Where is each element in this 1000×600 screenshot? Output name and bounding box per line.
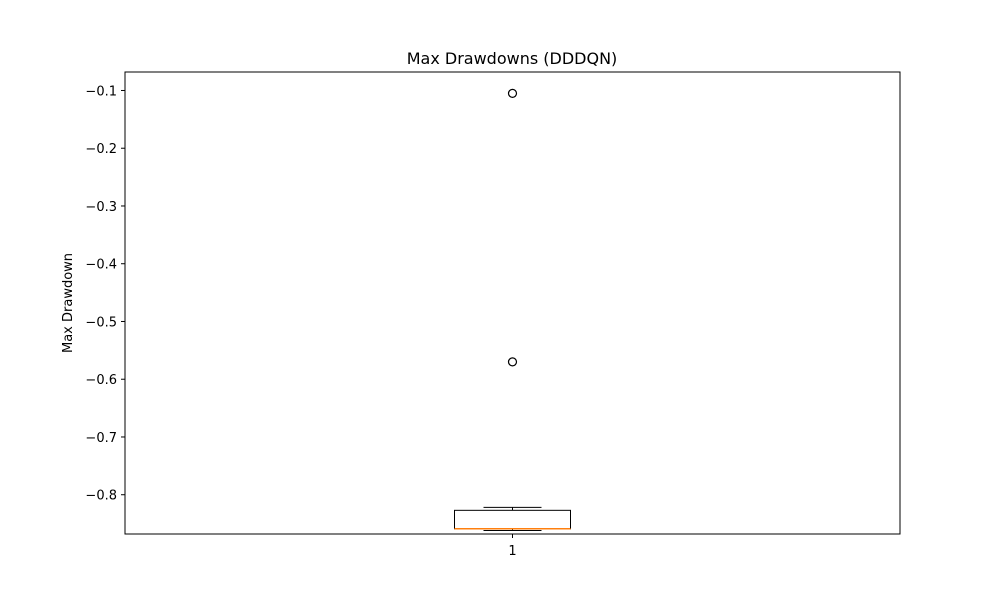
outlier-point [507, 88, 518, 98]
plot-area-frame [124, 71, 901, 535]
box-group [454, 88, 571, 532]
y-axis-ticks: −0.1 −0.2 −0.3 −0.4 −0.5 −0.6 −0.7 −0.8 [85, 84, 125, 504]
y-tick-label: −0.8 [85, 489, 117, 504]
y-tick-label: −0.5 [85, 315, 117, 330]
y-tick-label: −0.3 [85, 200, 117, 215]
y-axis-label: Max Drawdown [61, 253, 76, 353]
y-tick-label: −0.2 [85, 142, 117, 157]
outlier-point [507, 357, 518, 367]
chart-title: Max Drawdowns (DDDQN) [407, 49, 618, 68]
x-axis-ticks: 1 [508, 534, 517, 559]
box-iqr [454, 509, 571, 530]
y-tick-label: −0.7 [85, 431, 117, 446]
y-tick-label: −0.4 [85, 258, 117, 273]
box-item [454, 88, 571, 532]
y-tick-label: −0.6 [85, 373, 117, 388]
x-tick-label: 1 [508, 544, 516, 559]
y-tick-label: −0.1 [85, 84, 117, 99]
